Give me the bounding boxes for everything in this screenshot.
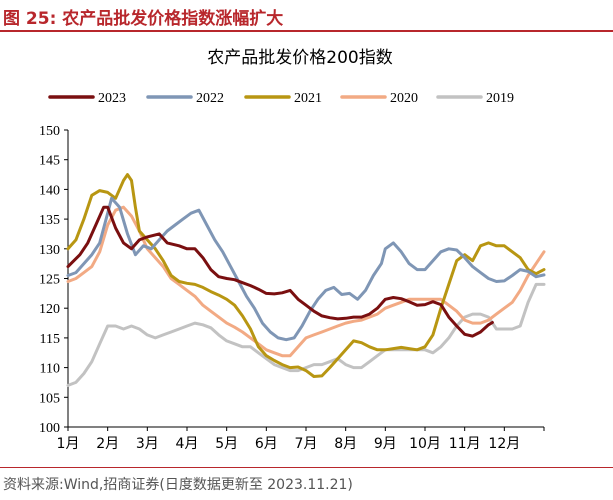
x-tick-label: 1月 <box>57 436 80 452</box>
series-line-2019 <box>66 282 546 387</box>
x-tick-label: 2月 <box>96 436 119 452</box>
plot-lines <box>66 173 546 387</box>
x-tick-label: 3月 <box>136 436 159 452</box>
source-note: 资料来源:Wind,招商证券(日度数据更新至 2023.11.21) <box>3 477 353 493</box>
y-tick-label: 135 <box>39 213 60 228</box>
x-tick-label: 6月 <box>255 436 278 452</box>
y-tick-label: 150 <box>39 124 60 139</box>
y-tick-label: 125 <box>39 273 60 288</box>
series-line-2021 <box>66 173 546 378</box>
figure-header: 图 25: 农产品批发价格指数涨幅扩大 <box>0 0 613 30</box>
line-chart: 农产品批发价格200指数 2023 2022 2021 2020 2019 100 105… <box>39 48 546 452</box>
x-tick-label: 12月 <box>488 436 520 452</box>
x-tick-label: 9月 <box>374 436 397 452</box>
y-tick-label: 130 <box>39 243 60 258</box>
y-tick-label: 110 <box>40 362 60 377</box>
x-tick-label: 11月 <box>449 436 481 452</box>
x-tick-label: 4月 <box>176 436 199 452</box>
header-divider <box>0 30 613 32</box>
legend-label-2019: 2019 <box>486 91 514 106</box>
x-tick-label: 8月 <box>334 436 357 452</box>
legend-label-2023: 2023 <box>98 91 126 106</box>
y-tick-label: 120 <box>39 302 60 317</box>
y-tick-label: 105 <box>39 391 60 406</box>
x-tick-label: 7月 <box>295 436 318 452</box>
y-tick-label: 115 <box>40 332 60 347</box>
y-tick-label: 140 <box>39 183 60 198</box>
legend-label-2021: 2021 <box>294 91 322 106</box>
x-tick-label: 5月 <box>215 436 238 452</box>
x-tick-label: 10月 <box>409 436 441 452</box>
y-tick-label: 145 <box>39 154 60 169</box>
legend-label-2020: 2020 <box>390 91 418 106</box>
figure-title: 图 25: 农产品批发价格指数涨幅扩大 <box>3 9 284 29</box>
axes: 100 105 110 115 120 125 130 135 140 145 150 1月 2月 3月 4… <box>39 124 545 452</box>
legend-label-2022: 2022 <box>196 91 224 106</box>
chart-title: 农产品批发价格200指数 <box>207 48 392 68</box>
series-line-2022 <box>66 196 546 342</box>
series-line-2023 <box>66 205 494 338</box>
footer-divider <box>0 467 613 468</box>
legend: 2023 2022 2021 2020 2019 <box>48 91 514 106</box>
y-tick-label: 100 <box>39 421 60 436</box>
